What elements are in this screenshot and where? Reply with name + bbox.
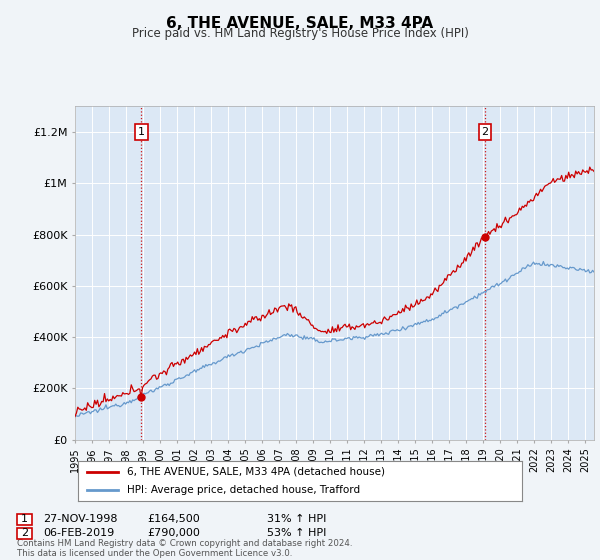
Text: Contains HM Land Registry data © Crown copyright and database right 2024.
This d: Contains HM Land Registry data © Crown c… [17,539,352,558]
Text: 2: 2 [482,127,488,137]
Text: 53% ↑ HPI: 53% ↑ HPI [267,528,326,538]
Text: 6, THE AVENUE, SALE, M33 4PA: 6, THE AVENUE, SALE, M33 4PA [166,16,434,31]
Text: 1: 1 [21,514,28,524]
Text: 2: 2 [21,528,28,538]
Text: £164,500: £164,500 [147,514,200,524]
Text: £790,000: £790,000 [147,528,200,538]
Text: 6, THE AVENUE, SALE, M33 4PA (detached house): 6, THE AVENUE, SALE, M33 4PA (detached h… [127,467,385,477]
Text: Price paid vs. HM Land Registry's House Price Index (HPI): Price paid vs. HM Land Registry's House … [131,27,469,40]
Text: 06-FEB-2019: 06-FEB-2019 [43,528,115,538]
Text: 27-NOV-1998: 27-NOV-1998 [43,514,118,524]
Text: 1: 1 [138,127,145,137]
Text: 31% ↑ HPI: 31% ↑ HPI [267,514,326,524]
Text: HPI: Average price, detached house, Trafford: HPI: Average price, detached house, Traf… [127,486,360,495]
